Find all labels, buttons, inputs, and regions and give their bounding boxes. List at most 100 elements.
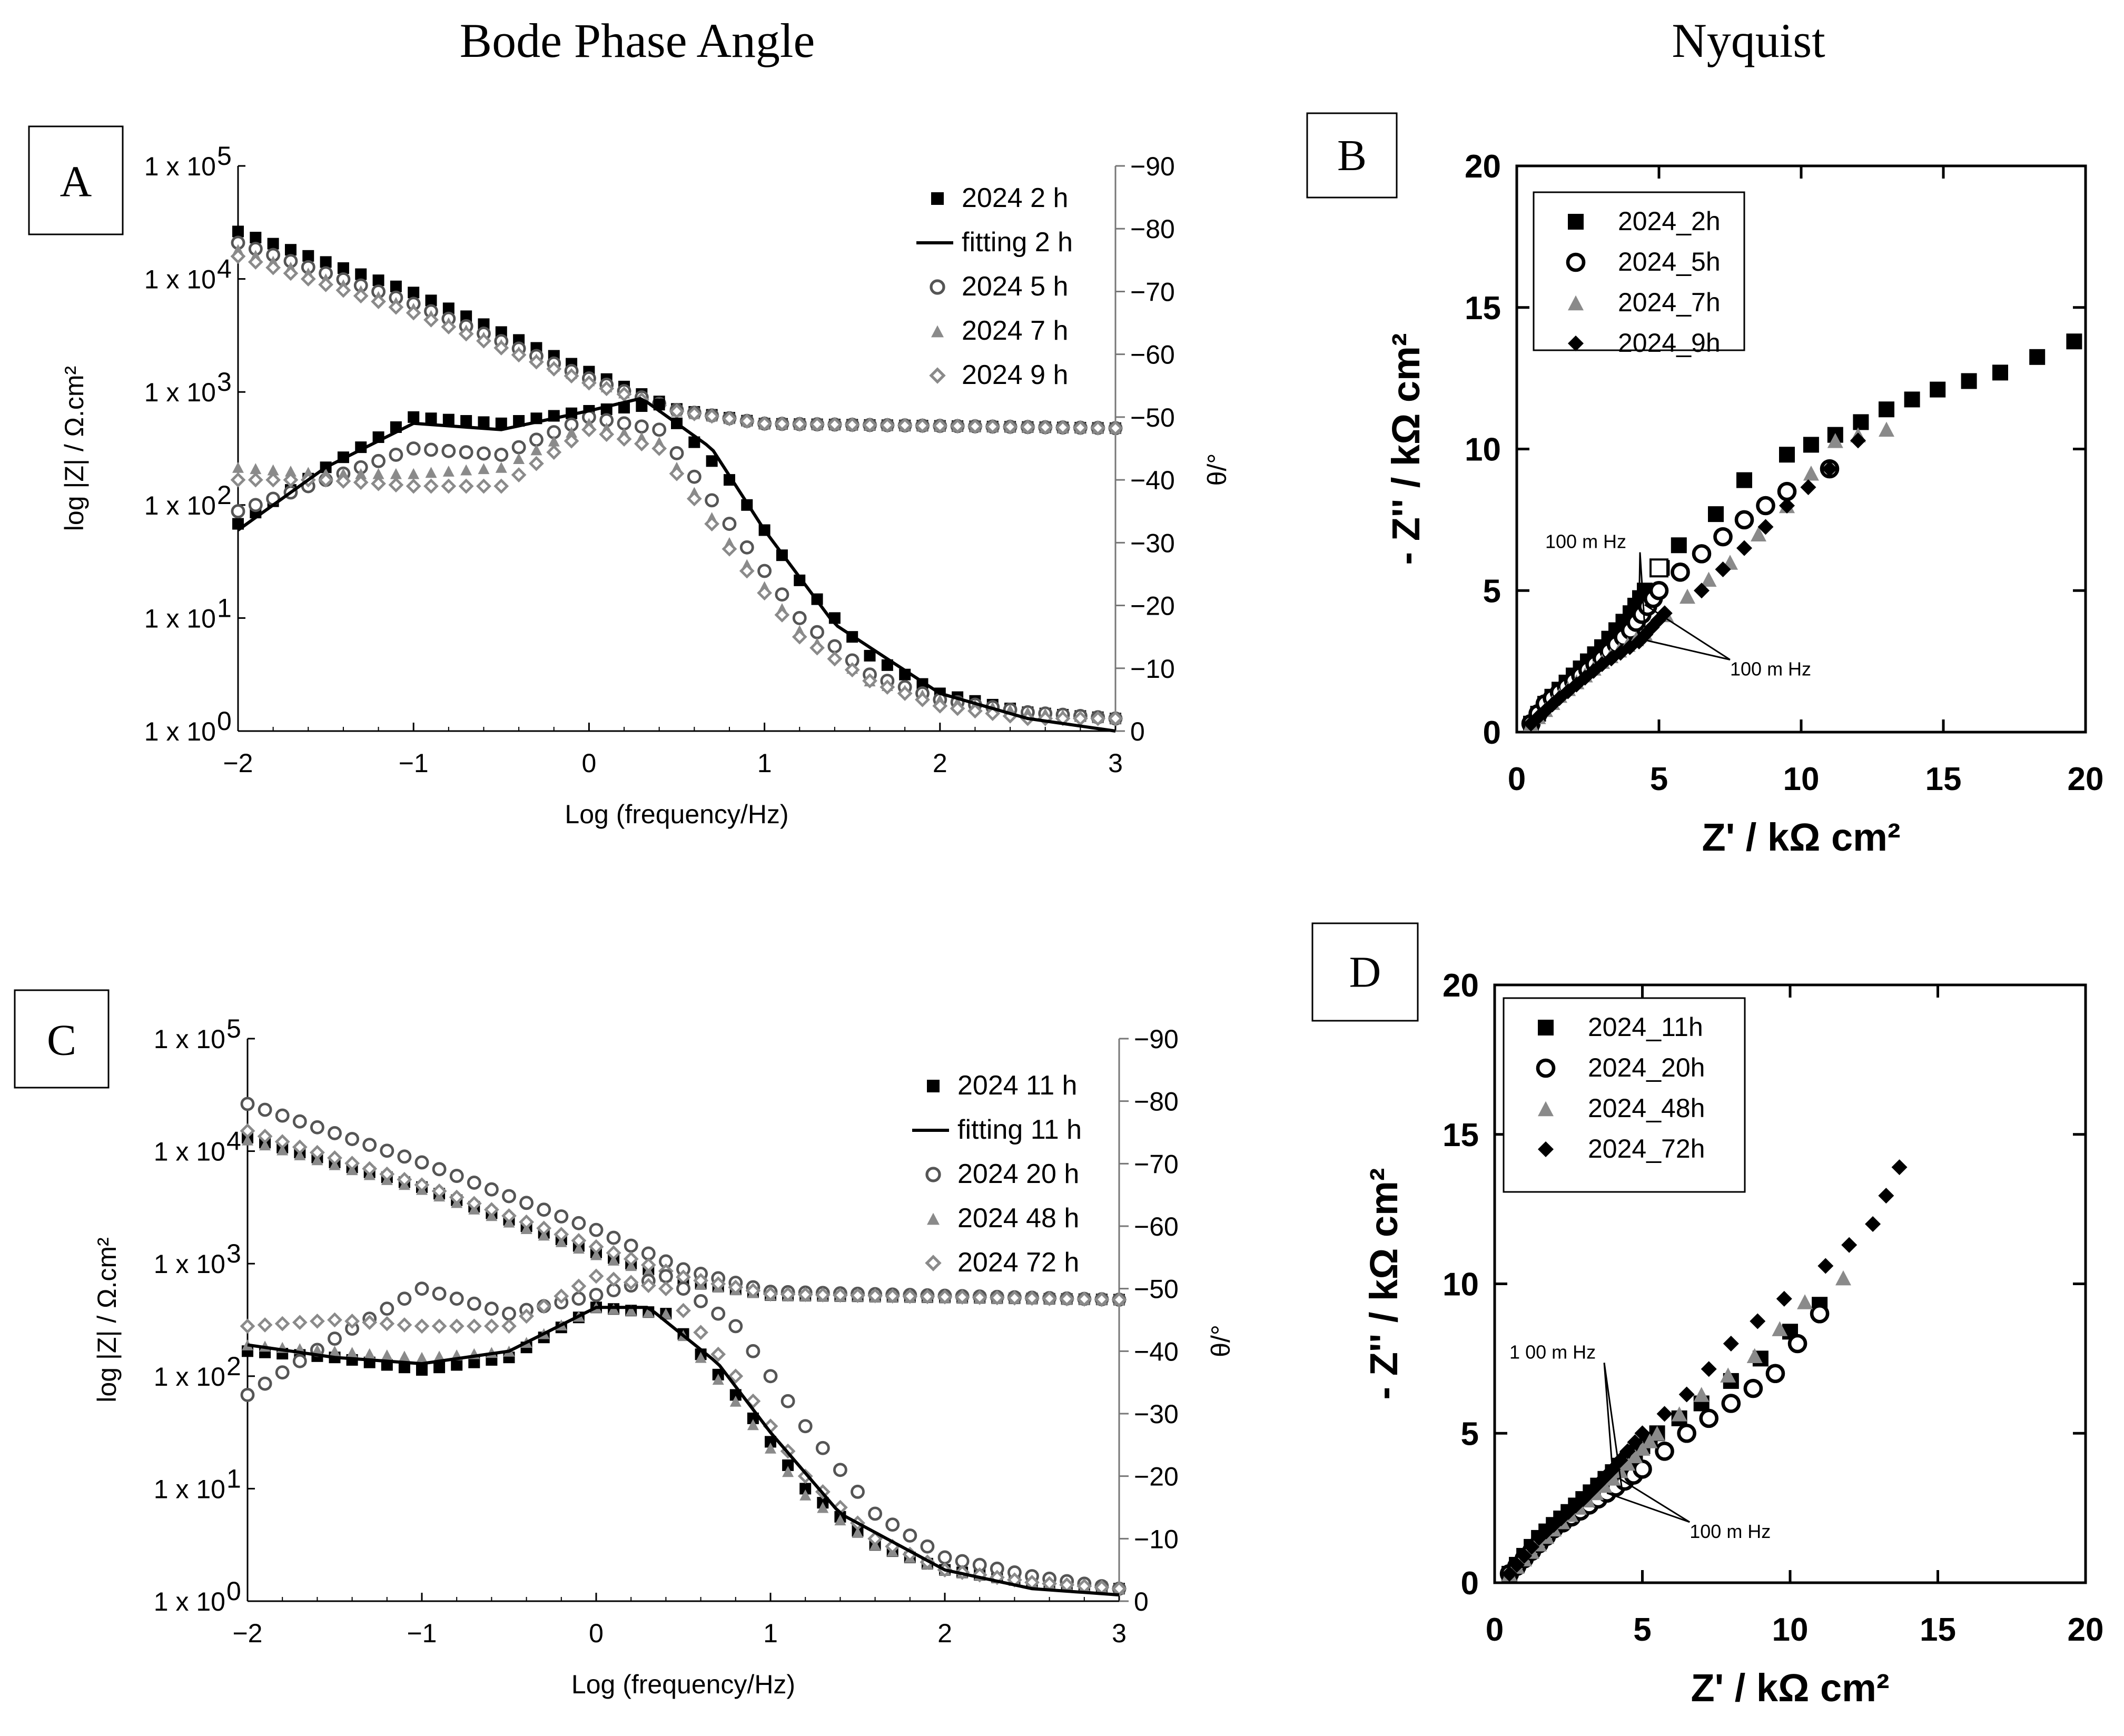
modulus-point [380,1143,394,1158]
modulus-point [728,1279,744,1295]
modulus-point [353,288,369,304]
data-point [1736,472,1752,488]
phase-point [433,1362,446,1374]
modulus-point [686,406,702,421]
x-axis-label: Log (frequency/Hz) [571,1670,795,1699]
phase-point [546,445,562,460]
y2-tick-label: −70 [1134,1149,1179,1179]
data-point [1930,381,1946,398]
phase-point [484,1301,499,1316]
x-tick-label: 5 [1633,1612,1651,1648]
phase-point [529,456,544,471]
phase-point [827,651,843,667]
phase-point [362,1315,378,1330]
modulus-point [519,1214,535,1230]
phase-point [511,440,526,455]
chart-d-nyquist: D 0 5 10 15 20 0 5 10 15 20 Z' / kΩ cm² - Z'' / kΩ c… [1311,922,2103,1710]
modulus-point [478,318,490,330]
annotation-arrow [1606,1492,1690,1523]
phase-point [706,455,718,467]
phase-point [606,1271,621,1287]
phase-point [408,411,420,423]
phase-series [242,1301,1125,1595]
modulus-point [950,418,965,434]
modulus-point [1090,420,1106,436]
y2-tick-label: −70 [1130,277,1175,307]
y-tick-exponent: 2 [217,480,232,510]
phase-point [782,1459,794,1471]
modulus-point [1076,1291,1092,1307]
phase-point [449,1318,465,1334]
data-point [1721,1394,1741,1413]
phase-point [852,1527,864,1538]
phase-point [658,1281,674,1297]
x-tick-label: 15 [1920,1612,1956,1648]
y-tick-exponent: 4 [217,254,232,284]
panel-label: C [47,1016,76,1065]
phase-point [728,1368,744,1384]
legend-label: 2024 7 h [962,315,1068,346]
data-point [1715,561,1731,577]
data-point [1734,510,1754,530]
phase-point [501,1318,517,1334]
phase-series [242,1301,1125,1594]
modulus-point [250,232,262,244]
modulus-point [232,225,244,238]
modulus-point [425,294,437,307]
modulus-point [564,368,579,384]
modulus-point [588,1239,604,1255]
y-tick-exponent: 1 [217,593,232,623]
phase-point [729,1395,742,1407]
y-tick-label: 20 [1443,968,1479,1004]
x-tick-label: 0 [581,748,596,778]
y-tick-exponent: 3 [226,1239,241,1268]
data-point [1671,563,1690,582]
phase-point [536,1298,552,1314]
modulus-point [431,1183,447,1199]
phase-point [466,1318,482,1334]
y-tick-exponent: 4 [226,1127,241,1156]
modulus-point [248,254,263,270]
y2-tick-label: −10 [1134,1524,1179,1554]
legend-label: 2024 11 h [957,1070,1077,1101]
y2-axis-label: θ/° [1206,1325,1236,1357]
legend-label: 2024 20 h [957,1159,1079,1189]
phase-point [834,1514,846,1526]
heading-left: Bode Phase Angle [460,14,815,67]
phase-point [652,422,667,437]
phase-point [408,468,420,479]
phase-point [815,1441,830,1455]
data-point [1817,1258,1834,1274]
modulus-point [327,1150,342,1166]
panel-label: A [60,157,92,206]
modulus-point [1072,420,1088,436]
data-point [1655,1442,1674,1461]
phase-point [511,467,527,482]
y-tick-label: 1 x 10 [154,1362,225,1392]
data-point [1850,432,1866,449]
modulus-point [581,375,597,391]
data-point [1720,1367,1736,1383]
modulus-point [284,244,297,256]
modulus-point [832,1287,848,1303]
modulus-point [850,1288,865,1303]
modulus-point [537,1202,551,1217]
phase-point [746,1344,760,1358]
modulus-point [739,413,755,429]
modulus-point [310,1120,324,1135]
annotation-label: 1 00 m Hz [1509,1341,1596,1363]
phase-point [797,1468,813,1484]
modulus-point [318,277,334,292]
data-point [1841,1237,1858,1253]
phase-point [519,1308,535,1324]
phase-point [722,517,737,531]
modulus-point [1042,1290,1058,1306]
y2-tick-label: 0 [1130,717,1145,746]
phase-point [442,465,455,477]
phase-point [851,1484,865,1499]
phase-point [711,1306,726,1321]
modulus-point [1111,1292,1127,1307]
y-tick-exponent: 1 [226,1464,241,1493]
phase-point [478,463,490,475]
data-point [1694,583,1710,599]
